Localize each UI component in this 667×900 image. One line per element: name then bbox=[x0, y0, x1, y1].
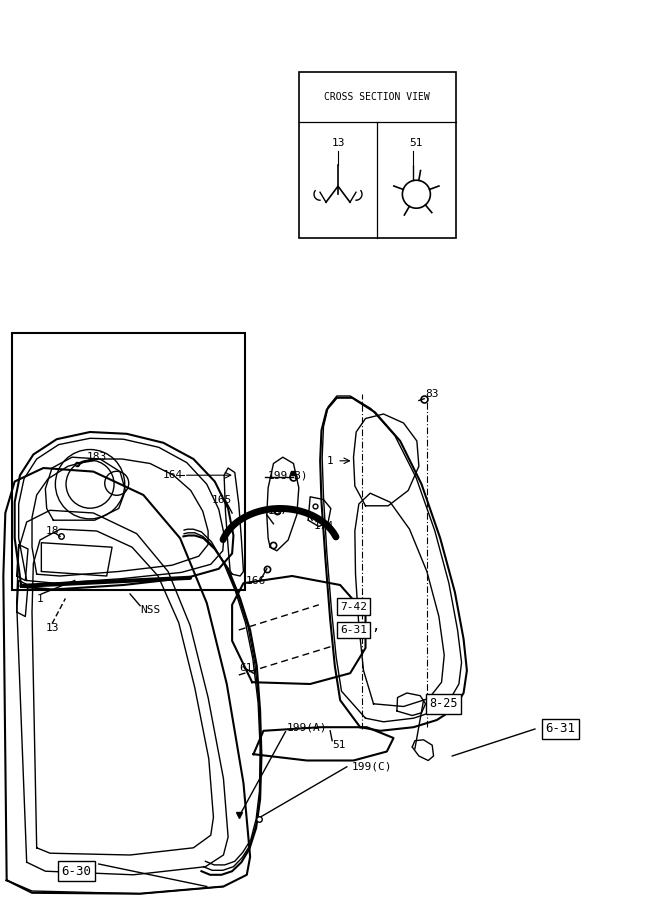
Text: 18: 18 bbox=[45, 526, 59, 536]
Text: 6-31: 6-31 bbox=[546, 723, 575, 735]
Text: 183: 183 bbox=[87, 452, 107, 463]
Text: 199(A): 199(A) bbox=[287, 722, 327, 733]
Text: ,: , bbox=[371, 618, 380, 633]
Text: 199(B): 199(B) bbox=[268, 470, 309, 481]
Text: 8-25: 8-25 bbox=[430, 698, 458, 710]
Text: CROSS SECTION VIEW: CROSS SECTION VIEW bbox=[324, 92, 430, 102]
Bar bbox=[299, 72, 456, 238]
Text: 51: 51 bbox=[332, 740, 346, 751]
Text: 7-42: 7-42 bbox=[340, 601, 367, 612]
Text: 174: 174 bbox=[313, 520, 334, 531]
Text: 167: 167 bbox=[268, 506, 288, 517]
Text: 61: 61 bbox=[239, 662, 252, 673]
Text: 13: 13 bbox=[331, 138, 345, 148]
Text: 164: 164 bbox=[163, 470, 183, 481]
Text: 1: 1 bbox=[327, 455, 334, 466]
Text: 166: 166 bbox=[245, 575, 265, 586]
Text: 1: 1 bbox=[37, 593, 43, 604]
Text: NSS: NSS bbox=[140, 605, 160, 616]
Text: 83: 83 bbox=[426, 389, 439, 400]
Text: 13: 13 bbox=[45, 623, 59, 634]
Text: 6-30: 6-30 bbox=[62, 865, 91, 878]
Bar bbox=[12, 333, 245, 590]
Text: 51: 51 bbox=[410, 138, 423, 148]
Text: 6-31: 6-31 bbox=[340, 625, 367, 635]
Text: 165: 165 bbox=[212, 495, 232, 506]
Text: 199(C): 199(C) bbox=[352, 761, 393, 772]
